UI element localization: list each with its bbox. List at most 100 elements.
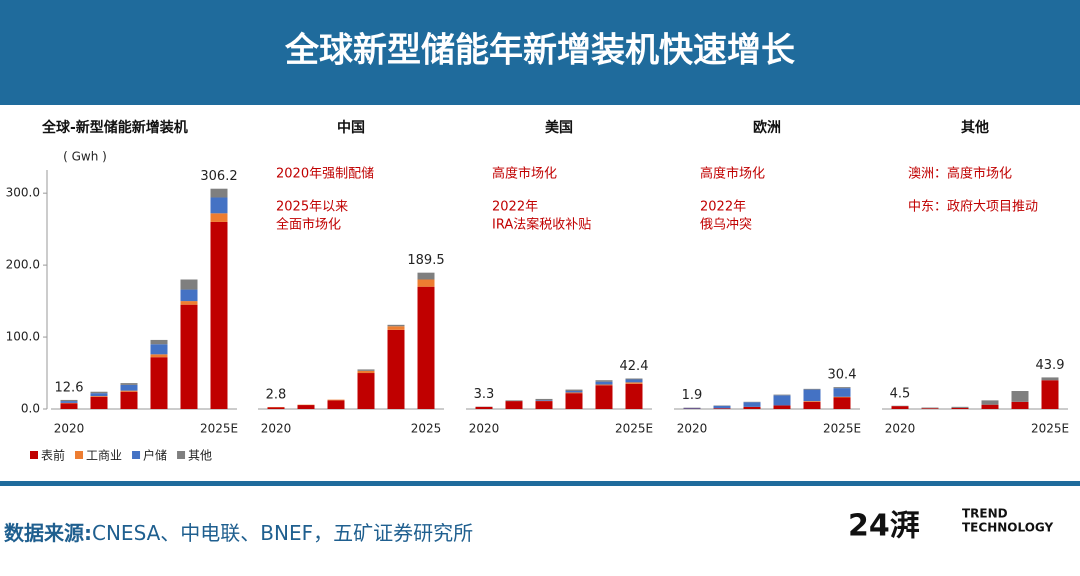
bar-segment xyxy=(505,400,523,402)
legend-label: 户储 xyxy=(143,448,167,463)
total-label: 4.5 xyxy=(890,386,911,401)
bar-segment xyxy=(120,390,138,392)
source-text: CNESA、中电联、BNEF，五矿证券研究所 xyxy=(92,521,473,545)
x-tick-label: 2020 xyxy=(469,422,500,436)
panel-title: 中国 xyxy=(337,119,365,136)
bar-segment xyxy=(595,380,613,382)
bar-segment xyxy=(981,400,999,405)
bar-segment xyxy=(535,398,553,401)
panel-title: 全球-新型储能新增装机 xyxy=(41,119,188,136)
bar-segment xyxy=(297,405,315,409)
total-label: 30.4 xyxy=(828,368,857,383)
note: 澳洲：高度市场化 xyxy=(908,166,1012,182)
legend-swatch xyxy=(132,451,141,459)
bar-segment xyxy=(357,369,375,371)
bar-segment xyxy=(565,392,583,394)
x-tick-label: 2020 xyxy=(261,422,292,436)
bar-segment xyxy=(417,279,435,287)
note: 中东：政府大项目推动 xyxy=(908,200,1038,215)
bar-segment xyxy=(1011,391,1029,402)
bar-segment xyxy=(60,403,78,409)
bar-segment xyxy=(150,344,168,355)
note: 高度市场化 xyxy=(492,166,557,182)
panel-title: 欧洲 xyxy=(753,119,781,136)
bar-segment xyxy=(150,357,168,409)
bar-segment xyxy=(951,406,969,408)
y-tick-label: 0.0 xyxy=(21,402,40,416)
bar-segment xyxy=(833,396,851,398)
bar-segment xyxy=(625,378,643,380)
bar-segment xyxy=(180,304,198,409)
y-tick-label: 100.0 xyxy=(6,330,40,344)
total-label: 1.9 xyxy=(682,388,703,403)
bar-segment xyxy=(565,389,583,392)
bar-segment xyxy=(1041,380,1059,409)
x-tick-label: 2025E xyxy=(823,422,861,436)
bar-segment xyxy=(90,393,108,397)
y-tick-label: 300.0 xyxy=(6,186,40,200)
total-label: 43.9 xyxy=(1036,358,1065,373)
x-tick-label: 2025 xyxy=(411,422,442,436)
bar-segment xyxy=(921,407,939,409)
bar-segment xyxy=(773,405,791,409)
bar-segment xyxy=(357,373,375,409)
source: 数据来源:CNESA、中电联、BNEF，五矿证券研究所 xyxy=(4,521,473,545)
bar-segment xyxy=(595,385,613,409)
footer-rule xyxy=(0,481,1080,486)
legend-label: 表前 xyxy=(41,448,65,463)
bar-segment xyxy=(625,383,643,409)
bar-segment xyxy=(713,405,731,409)
bar-segment xyxy=(683,407,701,409)
note: 2022年 xyxy=(700,200,746,215)
bar-segment xyxy=(1041,377,1059,381)
legend-swatch xyxy=(30,451,38,459)
panel-title: 美国 xyxy=(545,119,573,136)
bar-segment xyxy=(417,272,435,280)
y-axis-label: ( Gwh ) xyxy=(63,150,107,164)
bar-segment xyxy=(625,379,643,383)
bar-segment xyxy=(803,401,821,402)
x-tick-label: 2025E xyxy=(200,422,238,436)
bar-segment xyxy=(475,406,493,409)
bar-segment xyxy=(387,324,405,327)
logo-text: TREND xyxy=(962,507,1008,521)
bar-segment xyxy=(180,301,198,305)
bar-segment xyxy=(535,400,553,401)
note: 全面市场化 xyxy=(276,217,341,233)
bar-segment xyxy=(625,382,643,384)
x-tick-label: 2025E xyxy=(615,422,653,436)
bar-segment xyxy=(803,401,821,409)
bar-segment xyxy=(210,188,228,198)
total-label: 3.3 xyxy=(474,387,495,402)
y-tick-label: 200.0 xyxy=(6,258,40,272)
bar-segment xyxy=(833,388,851,397)
note: 2020年强制配储 xyxy=(276,167,374,182)
bar-segment xyxy=(803,388,821,390)
bar-segment xyxy=(210,221,228,409)
legend-swatch xyxy=(75,451,84,459)
bar-segment xyxy=(951,407,969,409)
bar-segment xyxy=(743,402,761,407)
note: IRA法案税收补贴 xyxy=(492,218,591,233)
bar-segment xyxy=(90,396,108,409)
x-tick-label: 2020 xyxy=(677,422,708,436)
bar-segment xyxy=(327,399,345,401)
logo-mark: 24湃 xyxy=(848,509,920,544)
bar-segment xyxy=(743,406,761,409)
total-label: 12.6 xyxy=(55,380,84,395)
note: 高度市场化 xyxy=(700,166,765,182)
bar-segment xyxy=(981,404,999,409)
bar-segment xyxy=(565,393,583,409)
bar-segment xyxy=(210,197,228,214)
bar-segment xyxy=(90,396,108,397)
bar-segment xyxy=(150,354,168,358)
panel-title: 其他 xyxy=(961,119,989,136)
bar-segment xyxy=(891,406,909,409)
bar-segment xyxy=(535,401,553,409)
bar-segment xyxy=(90,391,108,394)
bar-segment xyxy=(120,383,138,385)
bar-segment xyxy=(595,384,613,386)
bar-segment xyxy=(773,394,791,396)
bar-segment xyxy=(60,401,78,403)
